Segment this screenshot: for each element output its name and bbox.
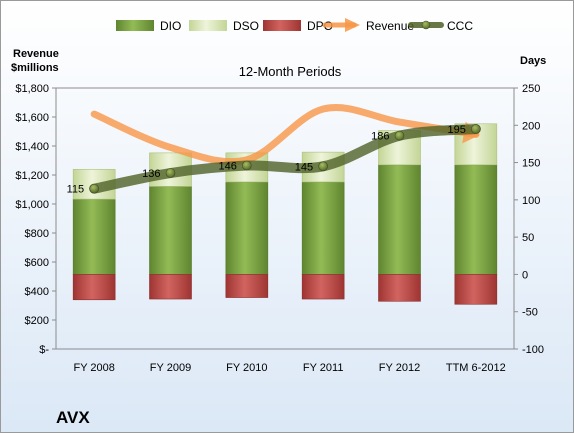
legend-swatch-dso — [189, 20, 227, 31]
ccc-data-label: 115 — [67, 184, 85, 196]
x-axis-tick-label: FY 2008 — [73, 362, 114, 374]
left-axis-tick-label: $1,200 — [15, 170, 49, 182]
legend-arrow-revenue — [345, 18, 360, 32]
x-axis-tick-label: FY 2010 — [226, 362, 267, 374]
legend-label-dso: DSO — [233, 19, 259, 33]
legend-label-dio: DIO — [160, 19, 181, 33]
left-axis-tick-label: $1,800 — [15, 83, 49, 95]
x-axis-tick-label: FY 2012 — [379, 362, 420, 374]
right-axis-tick-label: 250 — [522, 83, 540, 95]
bar-dio — [378, 164, 421, 275]
x-axis-tick-label: TTM 6-2012 — [446, 362, 506, 374]
legend: DIO DSO DPO Revenue CCC — [116, 18, 473, 33]
left-axis-tick-label: $- — [39, 344, 49, 356]
bar-dio — [301, 181, 345, 275]
legend-swatch-dpo — [263, 20, 301, 31]
right-axis-tick-label: -100 — [522, 344, 544, 356]
ccc-data-label: 146 — [218, 161, 236, 173]
right-axis-tick-label: 150 — [522, 158, 540, 170]
ccc-point — [471, 124, 481, 134]
chart-title: 12-Month Periods — [239, 64, 342, 79]
plot-area — [55, 87, 515, 350]
right-axis-tick-label: 50 — [522, 232, 534, 244]
left-axis-tick-label: $800 — [25, 228, 49, 240]
ccc-data-label: 195 — [447, 124, 465, 136]
legend-label-ccc: CCC — [447, 19, 473, 33]
left-axis-label-line2: $millions — [11, 62, 59, 74]
ccc-point — [89, 183, 99, 194]
ccc-point — [165, 168, 176, 178]
left-axis-tick-label: $600 — [25, 257, 49, 269]
right-axis-tick-label: 100 — [522, 195, 540, 207]
bar-dio — [149, 186, 192, 275]
left-axis-tick-label: $1,400 — [15, 141, 49, 153]
ccc-data-label: 145 — [295, 161, 313, 173]
left-axis-tick-label: $200 — [25, 315, 49, 327]
x-axis-tick-label: FY 2011 — [303, 362, 344, 374]
ccc-point — [242, 160, 252, 171]
left-axis-tick-label: $1,000 — [15, 199, 49, 211]
right-axis-label: Days — [520, 55, 546, 67]
left-axis-tick-label: $1,600 — [15, 112, 49, 124]
bar-dio — [72, 198, 116, 275]
left-axis-tick-label: $400 — [25, 286, 49, 298]
legend-swatch-dio — [116, 20, 154, 31]
bar-dpo — [149, 274, 192, 300]
right-axis-tick-label: 200 — [522, 120, 540, 132]
ccc-data-label: 186 — [371, 131, 389, 143]
bar-dpo — [225, 274, 269, 298]
revenue-line — [90, 104, 480, 166]
bar-dpo — [378, 274, 421, 302]
x-axis-tick-label: FY 2009 — [150, 362, 191, 374]
ccc-data-label: 136 — [142, 168, 160, 180]
legend-marker-ccc — [421, 20, 431, 30]
ccc-point — [318, 161, 328, 172]
bar-dpo — [301, 274, 345, 300]
bar-dpo — [454, 274, 498, 305]
right-axis-tick-label: -50 — [522, 307, 538, 319]
bar-dio — [225, 181, 269, 275]
legend-label-revenue: Revenue — [366, 19, 414, 33]
right-axis-tick-label: 0 — [522, 269, 528, 281]
left-axis-label-line1: Revenue — [13, 48, 59, 60]
bar-dio — [454, 164, 498, 275]
chart-marks: $- $200 $400 $600 $800 $1,000 $1,200 $1,400 $1,6… — [15, 83, 544, 374]
bar-dpo — [72, 274, 116, 301]
ccc-line — [89, 124, 481, 194]
company-label: AVX — [56, 408, 90, 427]
ccc-point — [394, 130, 405, 141]
